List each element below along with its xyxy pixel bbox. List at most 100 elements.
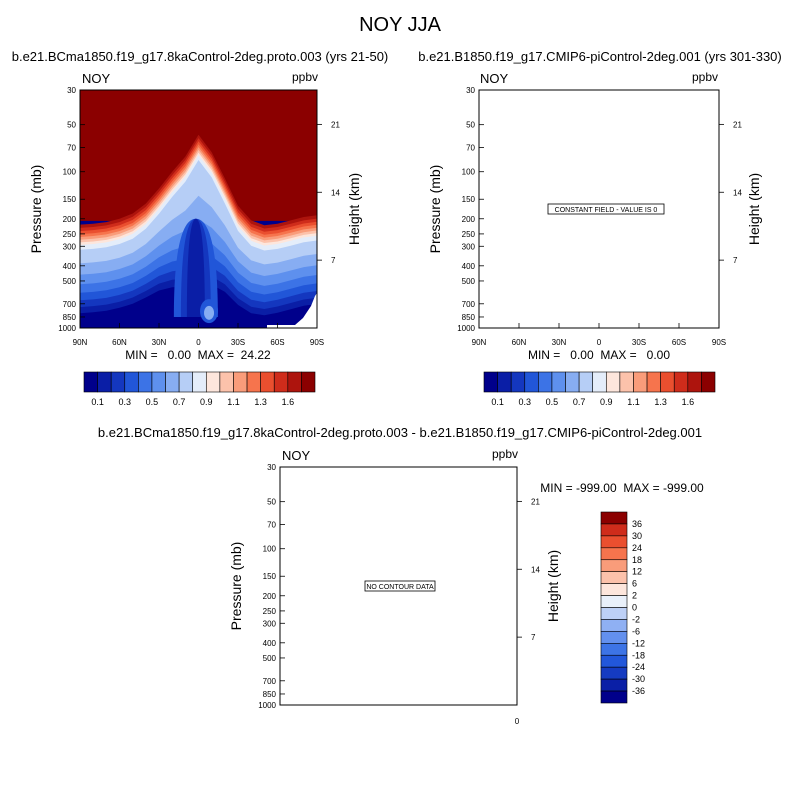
- y-tick-label: 300: [263, 619, 277, 628]
- colorbar-label: 2: [632, 591, 637, 601]
- colorbar-box: [600, 631, 628, 644]
- x-tick-label: 90N: [73, 338, 88, 347]
- colorbar-box: [701, 371, 716, 393]
- colorbar-label: 0.7: [573, 397, 586, 407]
- colorbar-box: [301, 371, 316, 393]
- panel-pi-control: b.e21.B1850.f19_g17.CMIP6-piControl-2deg…: [418, 49, 782, 407]
- min-max-label: MIN = 0.00 MAX = 24.22: [125, 348, 271, 362]
- colorbar: 0.1 0.3 0.5 0.7 0.9 1.1 1.3 1.6: [83, 371, 316, 407]
- colorbar-label: 0.5: [146, 397, 159, 407]
- colorbar-box: [578, 371, 594, 393]
- y-right-tick-label: 7: [531, 633, 536, 642]
- y-tick-label: 50: [67, 121, 76, 130]
- colorbar-label: -2: [632, 614, 640, 624]
- colorbar-label: -6: [632, 626, 640, 636]
- colorbar-box: [524, 371, 539, 393]
- contour-plume: [186, 218, 205, 317]
- colorbar-label: -36: [632, 686, 645, 696]
- y-tick-label: 100: [462, 168, 476, 177]
- panel-subtitle: b.e21.BCma1850.f19_g17.8kaControl-2deg.p…: [98, 425, 702, 440]
- colorbar-box: [565, 371, 580, 393]
- y-tick-label: 300: [63, 242, 77, 251]
- panel-control-8ka: b.e21.BCma1850.f19_g17.8kaControl-2deg.p…: [12, 49, 389, 407]
- y-axis-label: Pressure (mb): [228, 542, 244, 631]
- colorbar-box: [124, 371, 139, 393]
- y-axis-label: Pressure (mb): [28, 165, 44, 254]
- colorbar-label: -12: [632, 638, 645, 648]
- colorbar-box: [538, 371, 553, 393]
- colorbar-box: [660, 371, 675, 393]
- colorbar-label: 0.1: [91, 397, 104, 407]
- colorbar-box: [246, 371, 261, 393]
- y-axis-right-label: Height (km): [545, 550, 561, 622]
- colorbar-box: [673, 371, 689, 393]
- colorbar-box: [600, 643, 628, 656]
- colorbar-box: [260, 371, 275, 393]
- colorbar-label: 0.5: [546, 397, 559, 407]
- y-tick-label: 250: [63, 230, 77, 239]
- contour-blob: [204, 305, 215, 320]
- units-label: ppbv: [692, 70, 718, 84]
- y-right-tick-label: 21: [733, 120, 742, 129]
- colorbar-label: 0: [632, 603, 637, 613]
- y-tick-label: 150: [63, 195, 77, 204]
- message-box: [547, 203, 665, 215]
- y-tick-label: 50: [466, 121, 475, 130]
- colorbar-box: [110, 371, 126, 393]
- colorbar-box: [600, 678, 628, 692]
- y-tick-label: 500: [263, 654, 277, 663]
- y-tick-label: 70: [67, 144, 76, 153]
- axis-ticks: 3050701001502002503004005007008501000211…: [258, 463, 540, 726]
- colorbar-box: [83, 371, 98, 393]
- colorbar-label: 0.9: [600, 397, 613, 407]
- panel-subtitle: b.e21.BCma1850.f19_g17.8kaControl-2deg.p…: [12, 49, 389, 64]
- y-tick-label: 400: [63, 262, 77, 271]
- y-tick-label: 70: [466, 144, 475, 153]
- colorbar-box: [600, 690, 628, 704]
- colorbar-box: [600, 607, 628, 620]
- y-right-tick-label: 14: [531, 565, 540, 574]
- y-right-tick-label: 14: [733, 188, 742, 197]
- colorbar-box: [97, 371, 112, 393]
- axis-ticks: 3050701001502002503004005007008501000211…: [457, 86, 742, 347]
- x-tick-label: 0: [515, 717, 520, 726]
- colorbar-box: [600, 511, 628, 525]
- y-tick-label: 150: [462, 195, 476, 204]
- y-tick-label: 100: [63, 168, 77, 177]
- colorbar-box: [483, 371, 498, 393]
- colorbar: 0.1 0.3 0.5 0.7 0.9 1.1 1.3 1.6: [483, 371, 716, 407]
- colorbar-box: [192, 371, 207, 393]
- colorbar-box: [600, 583, 628, 596]
- y-axis-right-label: Height (km): [746, 173, 762, 245]
- y-tick-label: 1000: [457, 324, 475, 333]
- y-right-tick-label: 7: [331, 256, 336, 265]
- y-tick-label: 400: [462, 262, 476, 271]
- y-right-tick-label: 21: [531, 497, 540, 506]
- colorbar-box: [605, 371, 621, 393]
- y-tick-label: 200: [263, 592, 277, 601]
- colorbar-label: 6: [632, 579, 637, 589]
- y-tick-label: 300: [462, 242, 476, 251]
- colorbar-label: 0.3: [119, 397, 132, 407]
- x-tick-label: 60N: [512, 338, 527, 347]
- no-contour-data-message: NO CONTOUR DATA: [366, 584, 434, 591]
- variable-label: NOY: [82, 71, 111, 86]
- y-tick-label: 500: [63, 277, 77, 286]
- topography-mask: [267, 293, 317, 328]
- panel-subtitle: b.e21.B1850.f19_g17.CMIP6-piControl-2deg…: [418, 49, 782, 64]
- colorbar-box: [600, 595, 628, 608]
- colorbar-label: 0.3: [519, 397, 532, 407]
- colorbar-label: 1.3: [254, 397, 267, 407]
- message-box: [364, 580, 436, 592]
- colorbar-box: [233, 371, 248, 393]
- colorbar-label: 1.1: [227, 397, 240, 407]
- y-tick-label: 700: [63, 300, 77, 309]
- x-tick-label: 60S: [672, 338, 686, 347]
- x-tick-label: 60N: [112, 338, 127, 347]
- x-tick-label: 90N: [472, 338, 487, 347]
- y-tick-label: 30: [267, 463, 276, 472]
- y-tick-label: 500: [462, 277, 476, 286]
- plot-frame: [279, 466, 518, 706]
